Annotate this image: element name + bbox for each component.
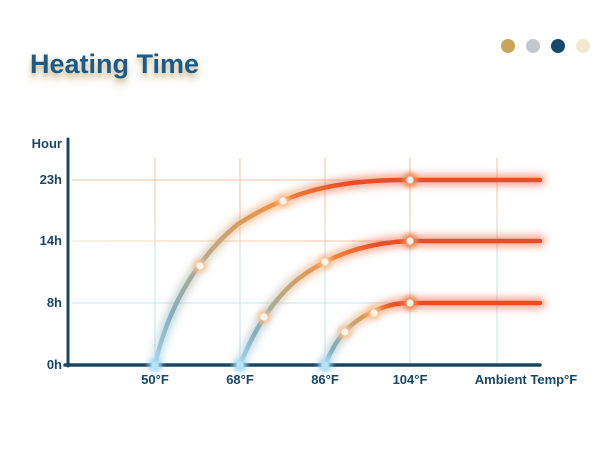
plateau-dot-23h <box>406 176 414 184</box>
x-tick-50f: 50°F <box>141 372 169 387</box>
curve-86f <box>322 300 543 368</box>
mid-dot <box>279 197 287 205</box>
swatch-gold-icon <box>501 39 515 53</box>
mid-dot <box>260 313 268 321</box>
swatch-navy-icon <box>551 39 565 53</box>
mid-dot <box>321 258 329 266</box>
start-dot-68f <box>236 361 244 369</box>
x-tick-104f: 104°F <box>392 372 428 387</box>
color-palette <box>501 39 590 53</box>
curve-50f <box>152 177 543 368</box>
x-tick-68f: 68°F <box>226 372 254 387</box>
swatch-silver-icon <box>526 39 540 53</box>
y-tick-14h: 14h <box>39 233 62 248</box>
marker-cores <box>151 176 414 369</box>
x-tick-86f: 86°F <box>311 372 339 387</box>
mid-dot <box>341 328 349 336</box>
curve-86f-glow <box>319 297 546 371</box>
start-dot-50f <box>151 361 159 369</box>
x-axis-title: Ambient Temp°F <box>474 372 578 387</box>
curve-markers <box>148 172 418 372</box>
y-tick-8h: 8h <box>46 295 62 310</box>
page-title: Heating Time <box>30 49 200 80</box>
curve-68f <box>237 238 543 368</box>
y-axis-title: Hour <box>31 136 62 151</box>
mid-dot <box>196 262 204 270</box>
y-tick-0h: 0h <box>46 357 62 372</box>
plateau-dot-8h <box>406 299 414 307</box>
plateau-dot-14h <box>406 237 414 245</box>
start-dot-86f <box>321 361 329 369</box>
swatch-cream-icon <box>576 39 590 53</box>
mid-dot <box>370 309 378 317</box>
axes <box>63 137 542 368</box>
y-tick-23h: 23h <box>39 172 62 187</box>
